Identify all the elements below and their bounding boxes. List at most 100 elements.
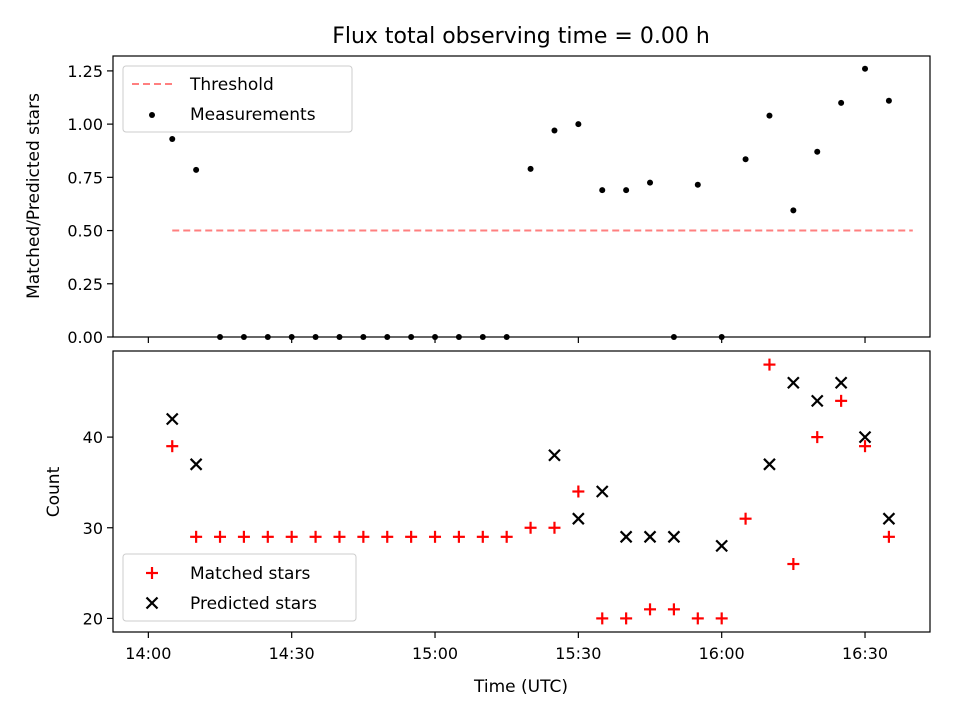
bottom-y-tick-label: 40 bbox=[83, 428, 103, 447]
matched-star-point bbox=[548, 521, 561, 534]
predicted-star-point bbox=[810, 394, 824, 408]
measurement-point bbox=[694, 181, 701, 188]
matched-star-point bbox=[691, 612, 704, 625]
top-y-tick-label: 0.00 bbox=[67, 328, 103, 347]
legend-predicted-swatch-b bbox=[145, 596, 159, 610]
x-tick-label: 16:30 bbox=[842, 644, 888, 663]
measurement-point bbox=[551, 127, 558, 134]
measurement-point bbox=[599, 187, 606, 194]
bottom-x-ticks: 14:00 14:30 15:00 15:30 16:00 16:30 bbox=[125, 632, 888, 663]
matched-star-point bbox=[572, 485, 585, 498]
top-y-tick-label: 0.50 bbox=[67, 222, 103, 241]
measurement-point bbox=[575, 121, 582, 128]
measurement-point bbox=[838, 99, 845, 106]
bottom-legend: Matched stars Predicted stars bbox=[122, 553, 357, 622]
measurement-point bbox=[790, 207, 797, 214]
measurement-point bbox=[742, 156, 749, 163]
measurement-point bbox=[766, 112, 773, 119]
x-tick-label: 15:30 bbox=[555, 644, 601, 663]
matched-star-point bbox=[835, 394, 848, 407]
x-tick-label: 15:00 bbox=[412, 644, 458, 663]
matched-star-point bbox=[429, 530, 442, 543]
predicted-star-point bbox=[667, 530, 681, 544]
x-tick-label: 14:00 bbox=[125, 644, 171, 663]
predicted-x-b bbox=[787, 376, 800, 390]
matched-star-point bbox=[381, 530, 394, 543]
measurement-point bbox=[862, 65, 869, 72]
measurement-point bbox=[193, 166, 200, 173]
matched-star-point bbox=[667, 603, 680, 616]
predicted-star-point bbox=[548, 448, 561, 462]
bottom-panel: 20 30 40 14:00 14:30 15:00 15:30 16:00 16:30 Co… bbox=[44, 350, 931, 663]
chart-title: Flux total observing time = 0.00 h bbox=[332, 24, 710, 49]
predicted-x-b bbox=[882, 512, 896, 525]
predicted-x-b bbox=[595, 485, 609, 498]
top-y-tick-label: 1.25 bbox=[67, 62, 103, 81]
x-tick-label: 14:30 bbox=[269, 644, 315, 663]
matched-star-point bbox=[333, 530, 346, 543]
predicted-star-point bbox=[595, 485, 609, 498]
predicted-star-point bbox=[763, 458, 776, 471]
predicted-x-b bbox=[189, 458, 203, 471]
matched-star-point bbox=[644, 603, 657, 616]
matched-star-point bbox=[405, 530, 418, 543]
matched-star-point bbox=[811, 431, 824, 444]
matched-star-point bbox=[452, 530, 465, 543]
top-panel: 0.00 0.25 0.50 0.75 1.00 1.25 Matched/Predict… bbox=[24, 55, 931, 347]
matched-star-point bbox=[190, 530, 203, 543]
bottom-y-axis-label: Count bbox=[44, 466, 64, 517]
predicted-x-b bbox=[834, 376, 848, 390]
predicted-x-b bbox=[619, 530, 633, 544]
predicted-star-point bbox=[643, 530, 657, 544]
predicted-x-b bbox=[643, 530, 657, 544]
matched-star-point bbox=[715, 612, 728, 625]
matched-star-point bbox=[357, 530, 370, 543]
matched-star-point bbox=[620, 612, 633, 625]
matched-star-point bbox=[524, 521, 537, 534]
matched-star-point bbox=[859, 440, 872, 453]
legend-threshold-label: Threshold bbox=[189, 75, 274, 95]
top-y-axis-label: Matched/Predicted stars bbox=[24, 93, 44, 299]
legend-matched-label: Matched stars bbox=[190, 564, 310, 584]
matched-star-point bbox=[763, 358, 776, 371]
matched-star-point bbox=[309, 530, 322, 543]
matched-star-point bbox=[214, 530, 227, 543]
matched-star-point bbox=[739, 512, 752, 525]
top-legend-box bbox=[122, 65, 353, 133]
legend-predicted-label: Predicted stars bbox=[190, 594, 317, 614]
matched-star-point bbox=[500, 530, 513, 543]
predicted-x-b bbox=[572, 512, 585, 525]
matched-star-point bbox=[476, 530, 489, 543]
x-tick-label: 16:00 bbox=[699, 644, 745, 663]
legend-measurements-swatch bbox=[149, 112, 155, 118]
predicted-star-point bbox=[882, 512, 896, 525]
predicted-x-b bbox=[667, 530, 681, 544]
predicted-star-point bbox=[189, 458, 203, 471]
measurement-point bbox=[527, 165, 534, 172]
predicted-star-point bbox=[787, 376, 800, 390]
top-axes-frame bbox=[112, 55, 931, 338]
top-legend: Threshold Measurements bbox=[122, 65, 353, 133]
legend-measurements-label: Measurements bbox=[190, 105, 316, 125]
predicted-star-point bbox=[715, 539, 728, 553]
predicted-star-point bbox=[165, 412, 179, 426]
bottom-legend-box bbox=[122, 553, 357, 622]
predicted-star-point bbox=[619, 530, 633, 544]
measurement-point bbox=[814, 148, 821, 155]
predicted-star-point bbox=[572, 512, 585, 525]
predicted-x-b bbox=[165, 412, 179, 426]
top-y-tick-label: 0.75 bbox=[67, 168, 103, 187]
top-y-tick-label: 0.25 bbox=[67, 275, 103, 294]
predicted-x-b bbox=[715, 539, 728, 553]
bottom-y-tick-label: 20 bbox=[83, 609, 103, 628]
matched-star-point bbox=[787, 558, 800, 571]
matched-star-point bbox=[261, 530, 274, 543]
x-axis-label: Time (UTC) bbox=[473, 677, 568, 697]
predicted-x-b bbox=[810, 394, 824, 408]
measurement-point bbox=[169, 136, 176, 143]
bottom-y-tick-label: 30 bbox=[83, 519, 103, 538]
bottom-axes-frame bbox=[112, 350, 931, 633]
predicted-star-point bbox=[834, 376, 848, 390]
measurement-point bbox=[623, 187, 630, 194]
